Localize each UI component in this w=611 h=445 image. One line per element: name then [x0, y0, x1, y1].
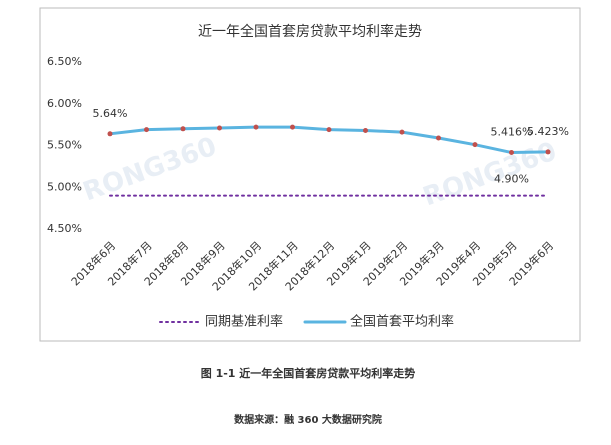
point — [290, 124, 295, 130]
point — [545, 149, 551, 155]
caption: 图 1-1 近一年全国首套房贷款平均利率走势 — [201, 366, 416, 380]
point — [326, 127, 332, 133]
point — [217, 125, 222, 131]
point — [107, 131, 113, 137]
data-label: 5.423% — [527, 125, 569, 138]
legend-label: 同期基准利率 — [205, 314, 283, 330]
y-tick-label: 5.00% — [47, 180, 82, 193]
y-tick-label: 4.50% — [47, 222, 82, 235]
point — [472, 142, 478, 148]
source: 数据来源：融 360 大数据研究院 — [234, 413, 382, 426]
legend-label: 全国首套平均利率 — [350, 314, 454, 330]
point — [180, 126, 186, 132]
point — [253, 124, 259, 130]
y-tick-label: 5.50% — [47, 139, 82, 152]
data-label: 5.416% — [491, 126, 533, 139]
point — [144, 127, 149, 133]
chart-border — [39, 7, 581, 342]
chart-title: 近一年全国首套房贷款平均利率走势 — [198, 23, 422, 40]
point — [509, 150, 514, 156]
point — [399, 129, 405, 135]
data-label: 4.90% — [494, 173, 529, 186]
y-tick-label: 6.00% — [47, 97, 82, 110]
data-label: 5.64% — [93, 107, 128, 120]
point — [436, 135, 441, 141]
point — [363, 127, 368, 133]
y-tick-label: 6.50% — [47, 55, 82, 68]
